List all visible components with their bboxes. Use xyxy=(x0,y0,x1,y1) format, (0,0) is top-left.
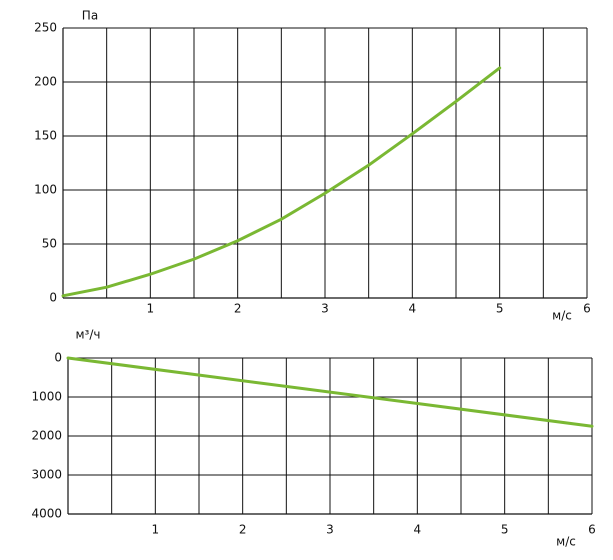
x-tick-label: 5 xyxy=(501,523,509,537)
x-tick-label: 1 xyxy=(147,302,155,316)
x-axis-label: м/с xyxy=(556,535,576,549)
y-tick-label: 4000 xyxy=(31,507,62,521)
x-tick-label: 6 xyxy=(583,302,591,316)
y-tick-label: 200 xyxy=(34,75,57,89)
y-tick-label: 3000 xyxy=(31,468,62,482)
y-tick-label: 1000 xyxy=(31,390,62,404)
x-tick-label: 4 xyxy=(409,302,417,316)
y-axis-label: Па xyxy=(82,9,98,23)
data-line xyxy=(61,66,502,298)
y-tick-label: 0 xyxy=(49,291,57,305)
y-tick-label: 2000 xyxy=(31,429,62,443)
x-tick-label: 5 xyxy=(496,302,504,316)
x-tick-label: 4 xyxy=(414,523,422,537)
x-tick-label: 2 xyxy=(239,523,247,537)
y-tick-label: 250 xyxy=(34,21,57,35)
y-tick-label: 0 xyxy=(54,351,62,365)
y-axis-label: м³/ч xyxy=(76,328,101,342)
y-tick-label: 100 xyxy=(34,183,57,197)
data-line xyxy=(66,356,594,428)
x-tick-label: 1 xyxy=(152,523,160,537)
y-tick-label: 150 xyxy=(34,129,57,143)
x-axis-label: м/с xyxy=(552,309,572,323)
x-tick-label: 3 xyxy=(326,523,334,537)
x-tick-label: 3 xyxy=(321,302,329,316)
x-tick-label: 2 xyxy=(234,302,242,316)
y-tick-label: 50 xyxy=(42,237,57,251)
x-tick-label: 6 xyxy=(588,523,596,537)
